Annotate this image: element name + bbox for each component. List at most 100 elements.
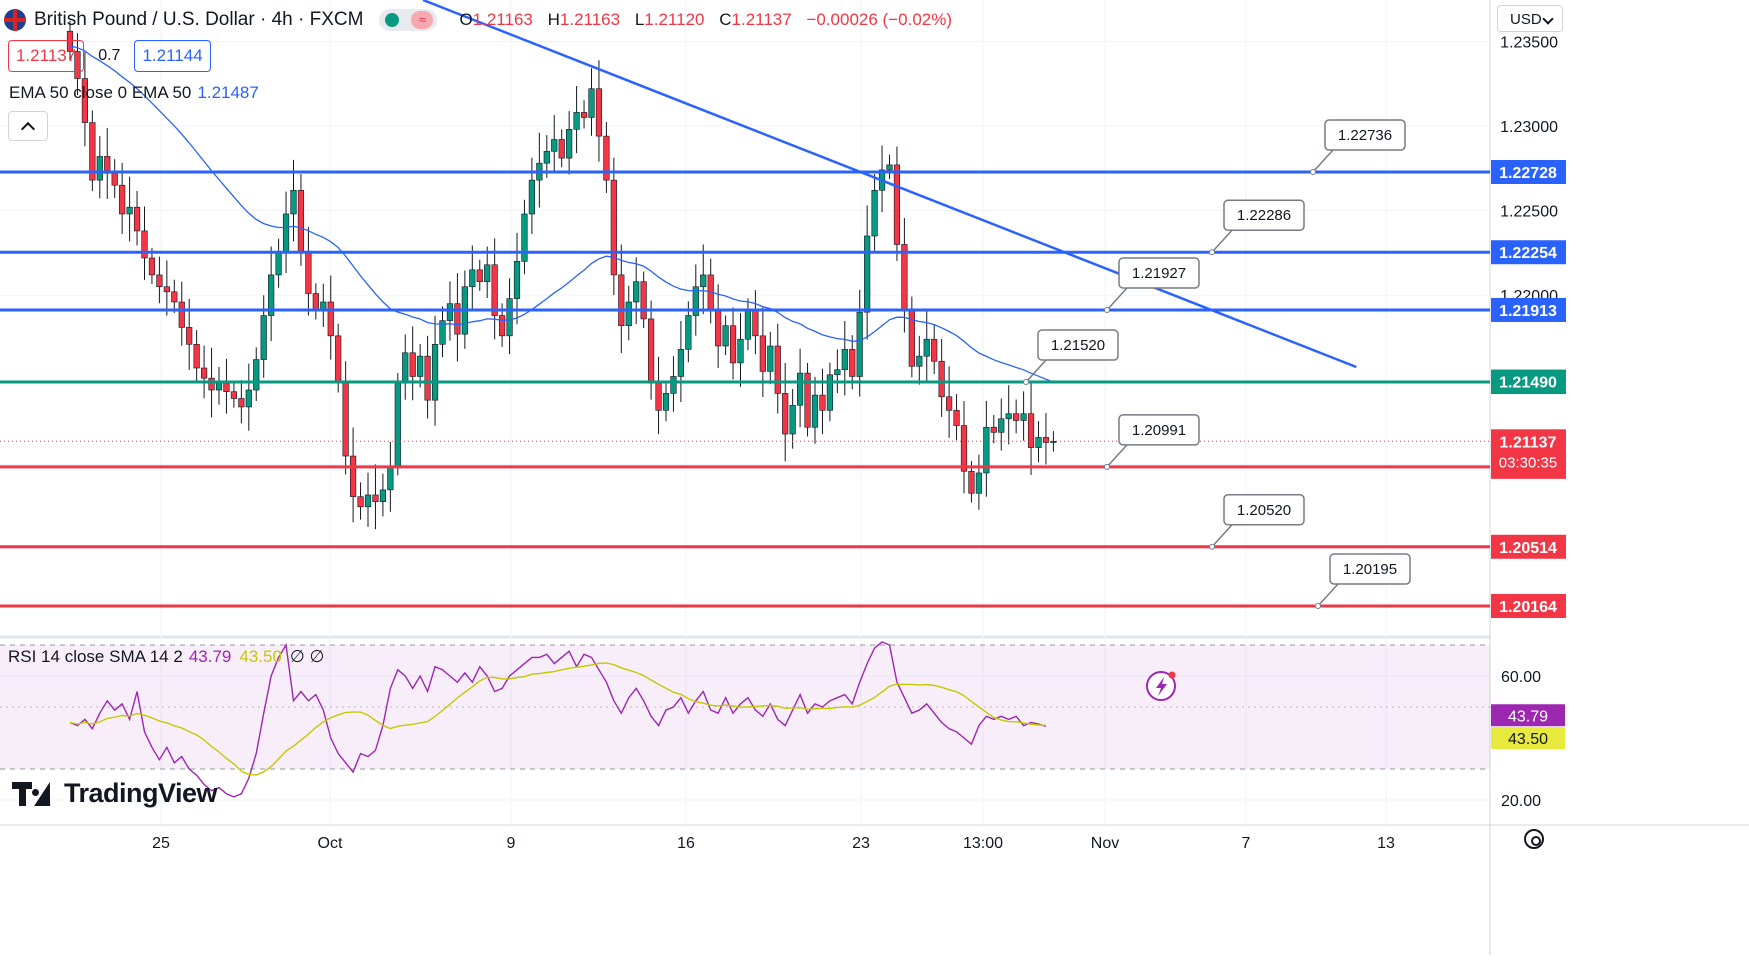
candle-up: [275, 252, 282, 276]
candle-down: [201, 367, 208, 379]
chevron-up-icon: [20, 121, 36, 136]
countdown-label: 03:30:35: [1499, 454, 1557, 471]
candle-up: [886, 164, 893, 171]
candle-down: [729, 325, 737, 364]
open-value: 1.21163: [472, 10, 533, 29]
callout-pointer: [1211, 524, 1233, 548]
candle-down: [74, 51, 81, 79]
high-label: H: [547, 10, 560, 29]
candle-down: [335, 335, 342, 382]
callout-box: [1329, 553, 1411, 585]
open-label: O: [459, 10, 473, 29]
candle-up: [513, 261, 521, 299]
buy-price-button[interactable]: 1.21144: [134, 40, 211, 72]
candle-up: [1050, 441, 1057, 443]
candle-down: [804, 372, 811, 428]
quote-row: 1.21137 0.7 1.21144: [8, 40, 211, 72]
candle-down: [230, 391, 238, 399]
change-value: −0.00026 (−0.02%): [806, 10, 953, 29]
callout-anchor: [1209, 249, 1215, 256]
ema-legend[interactable]: EMA 50 close 0 EMA 50 1.21487: [9, 83, 259, 103]
candle-down: [208, 377, 215, 391]
candle-down: [931, 338, 938, 362]
candle-down: [454, 303, 461, 335]
event-icon-dot: [1168, 671, 1176, 679]
callout-pointer: [1106, 287, 1128, 311]
candle-down: [610, 179, 617, 276]
level-price-tag-label: 1.21913: [1499, 303, 1557, 320]
candle-up: [253, 359, 260, 391]
candle-down: [223, 382, 230, 393]
candle-down: [715, 308, 722, 347]
candle-up: [439, 320, 446, 345]
callout-label: 1.20991: [1132, 422, 1186, 439]
candle-down: [759, 335, 766, 372]
candle-up: [290, 189, 297, 215]
price-tag: [1491, 369, 1566, 394]
rsi-value-tag: [1491, 704, 1565, 727]
settings-gear-icon[interactable]: [1524, 829, 1544, 849]
candle-down: [148, 257, 156, 276]
candle-up: [245, 389, 252, 408]
chart-background: [0, 0, 1490, 955]
callout-label: 1.20520: [1237, 502, 1291, 519]
level-price-tag-label: 1.20514: [1499, 540, 1557, 557]
symbol-title[interactable]: British Pound / U.S. Dollar · 4h · FXCM: [34, 9, 364, 30]
candle-down: [178, 301, 185, 328]
spread-value: 0.7: [98, 47, 121, 64]
market-status-toggle[interactable]: ≈: [379, 9, 438, 31]
candle-up: [975, 472, 982, 494]
callout-box: [1324, 119, 1406, 151]
candle-up: [662, 393, 670, 411]
candle-up: [417, 355, 424, 377]
candle-down: [1013, 413, 1020, 421]
tradingview-logo[interactable]: TradingView: [12, 778, 218, 809]
candle-up: [685, 315, 692, 350]
candle-down: [342, 381, 349, 457]
rsi-legend-value: 43.79: [188, 647, 232, 666]
candle-up: [789, 404, 796, 435]
candle-up: [811, 394, 819, 428]
candle-up: [379, 489, 387, 503]
candle-down: [133, 206, 141, 232]
price-tick-label: 1.23000: [1500, 119, 1558, 136]
low-value: 1.21120: [644, 10, 705, 29]
candle-down: [119, 184, 126, 215]
price-tag: [1491, 429, 1566, 474]
callout-anchor: [1315, 603, 1321, 609]
candle-down: [618, 274, 625, 326]
flag-icon: [4, 9, 26, 31]
time-tick-label: 16: [677, 835, 695, 852]
callout-box: [1118, 414, 1200, 446]
callout-anchor: [1104, 306, 1110, 313]
sell-price-button[interactable]: 1.21137: [8, 40, 85, 72]
candle-down: [655, 382, 662, 411]
candle-down: [990, 426, 997, 433]
collapse-legend-button[interactable]: [8, 111, 48, 141]
candle-down: [849, 349, 856, 377]
candle-up: [998, 418, 1005, 433]
rsi-legend[interactable]: RSI 14 close SMA 14 2 43.79 43.50 ∅ ∅: [8, 647, 324, 667]
callout-anchor: [1310, 169, 1316, 175]
candle-up: [402, 352, 409, 384]
candle-down: [640, 281, 647, 320]
candle-down: [603, 135, 610, 181]
candle-up: [521, 213, 528, 262]
level-price-tag: [1491, 594, 1566, 618]
candle-down: [186, 327, 193, 345]
candle-down: [156, 274, 163, 288]
candle-down: [476, 269, 483, 282]
symbol-header[interactable]: British Pound / U.S. Dollar · 4h · FXCM …: [4, 6, 952, 34]
callout-label: 1.22286: [1237, 207, 1291, 224]
candle-up: [506, 298, 513, 337]
candle-up: [573, 112, 580, 130]
level-price-tag: [1491, 297, 1566, 322]
tradingview-logo-icon: [12, 781, 58, 806]
ema-legend-value: 1.21487: [197, 83, 259, 102]
currency-selector[interactable]: USD: [1497, 5, 1563, 32]
callout-label: 1.22736: [1338, 127, 1392, 144]
candle-down: [66, 30, 74, 52]
callout-pointer: [1025, 359, 1047, 383]
